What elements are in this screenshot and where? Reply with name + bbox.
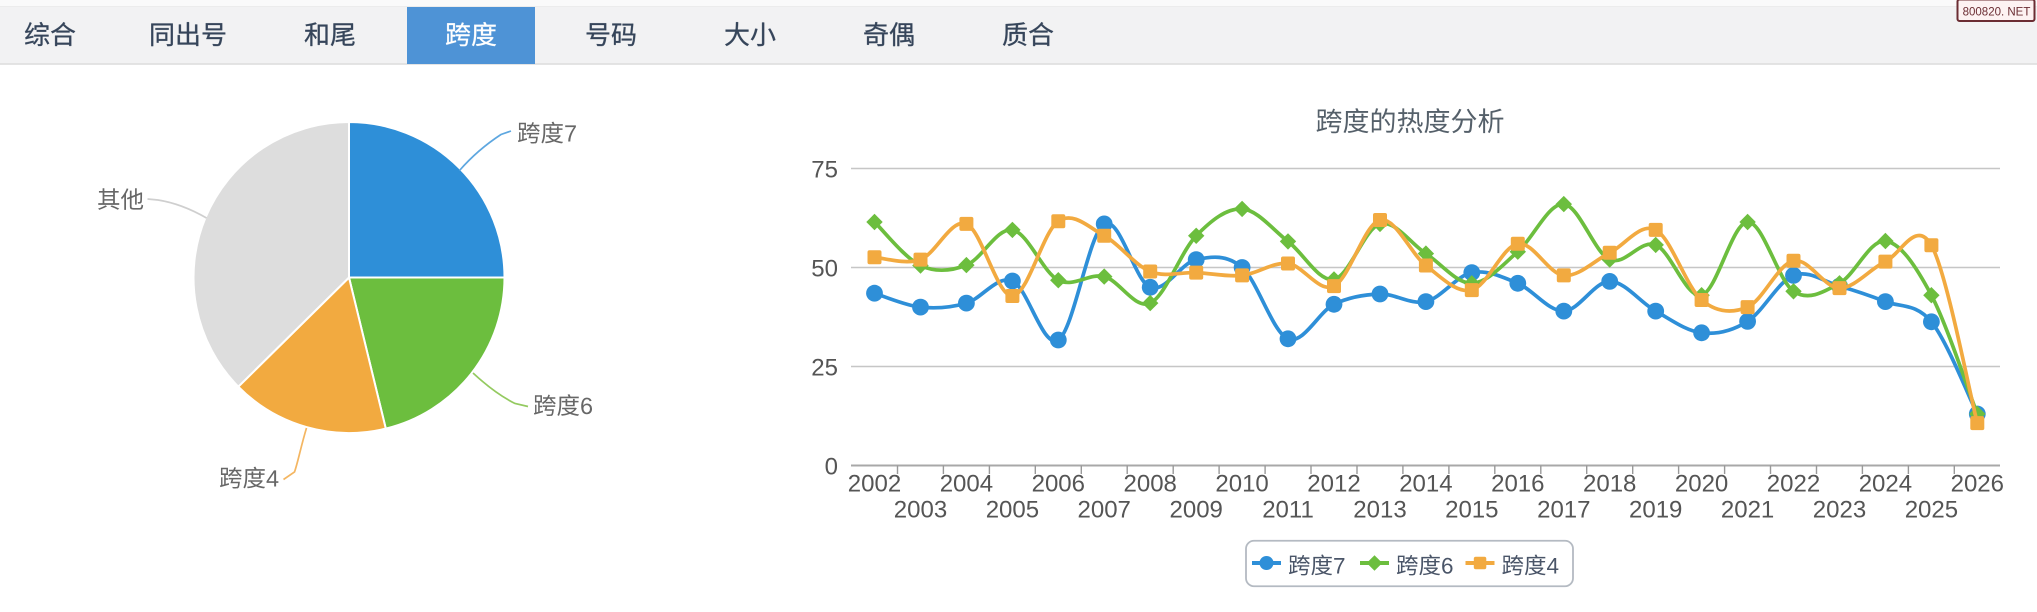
svg-text:25: 25 bbox=[811, 355, 838, 382]
svg-text:2019: 2019 bbox=[1629, 497, 1682, 524]
svg-text:2009: 2009 bbox=[1170, 497, 1223, 524]
svg-text:2026: 2026 bbox=[1951, 471, 2004, 498]
svg-text:2017: 2017 bbox=[1537, 497, 1590, 524]
svg-text:2025: 2025 bbox=[1905, 497, 1958, 524]
svg-text:2015: 2015 bbox=[1445, 497, 1498, 524]
svg-text:2016: 2016 bbox=[1491, 471, 1544, 498]
svg-text:2023: 2023 bbox=[1813, 497, 1866, 524]
svg-text:75: 75 bbox=[811, 157, 838, 184]
svg-text:2005: 2005 bbox=[986, 497, 1039, 524]
svg-text:2008: 2008 bbox=[1124, 471, 1177, 498]
svg-text:2003: 2003 bbox=[894, 497, 947, 524]
svg-text:2010: 2010 bbox=[1215, 471, 1268, 498]
svg-text:2022: 2022 bbox=[1767, 471, 1820, 498]
svg-text:800820. NET: 800820. NET bbox=[1963, 7, 2031, 19]
svg-text:0: 0 bbox=[825, 454, 838, 481]
svg-text:2020: 2020 bbox=[1675, 471, 1728, 498]
svg-text:2011: 2011 bbox=[1262, 497, 1314, 524]
svg-text:2012: 2012 bbox=[1307, 471, 1360, 498]
svg-text:2014: 2014 bbox=[1399, 471, 1452, 498]
svg-text:50: 50 bbox=[811, 256, 838, 283]
svg-text:2002: 2002 bbox=[848, 471, 901, 498]
svg-text:2006: 2006 bbox=[1032, 471, 1085, 498]
svg-text:2007: 2007 bbox=[1078, 497, 1131, 524]
svg-text:2021: 2021 bbox=[1721, 497, 1774, 524]
svg-text:2004: 2004 bbox=[940, 471, 993, 498]
svg-text:2018: 2018 bbox=[1583, 471, 1636, 498]
svg-text:2024: 2024 bbox=[1859, 471, 1912, 498]
svg-text:2013: 2013 bbox=[1353, 497, 1406, 524]
